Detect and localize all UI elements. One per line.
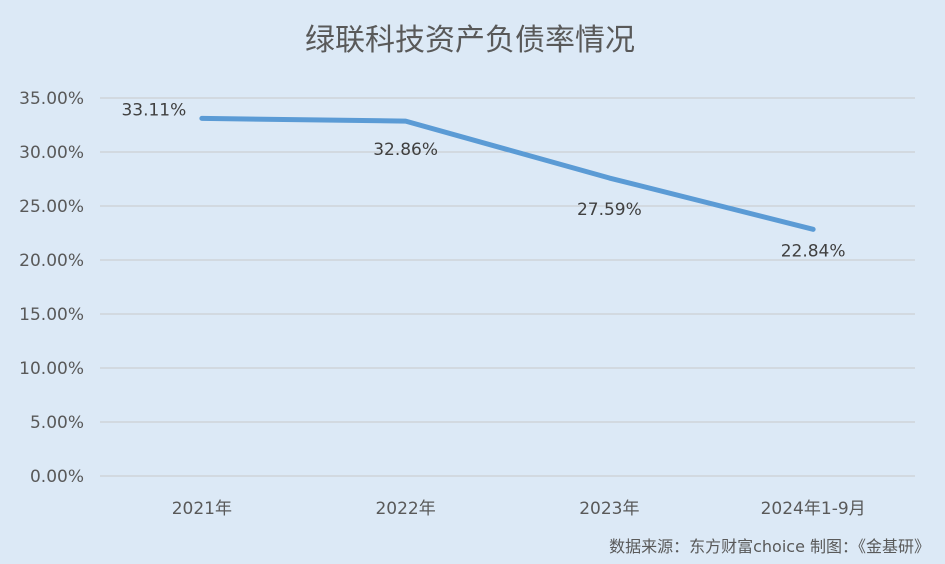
data-label: 33.11% (121, 100, 186, 120)
y-tick-label: 5.00% (30, 413, 84, 433)
y-tick-label: 35.00% (19, 89, 84, 109)
data-label: 22.84% (781, 241, 846, 261)
x-tick-label: 2022年 (375, 499, 435, 519)
y-tick-label: 20.00% (19, 251, 84, 271)
chart-title: 绿联科技资产负债率情况 (305, 23, 635, 58)
gridlines (100, 97, 915, 477)
data-label: 32.86% (373, 140, 438, 160)
series-line (199, 115, 816, 232)
x-tick-label: 2021年 (172, 499, 232, 519)
y-tick-label: 15.00% (19, 305, 84, 325)
y-tick-label: 0.00% (30, 467, 84, 487)
y-axis-tick-labels: 0.00% 5.00% 10.00% 15.00% 20.00% 25.00% 30.00%… (19, 89, 84, 487)
x-tick-label: 2024年1-9月 (761, 499, 866, 519)
source-note: 数据来源：东方财富choice 制图：《金基研》 (609, 537, 930, 556)
data-labels: 33.11% 32.86% 27.59% 22.84% (121, 100, 845, 261)
series-line-path (199, 115, 816, 232)
y-tick-label: 10.00% (19, 359, 84, 379)
y-tick-label: 25.00% (19, 197, 84, 217)
x-tick-label: 2023年 (579, 499, 639, 519)
y-tick-label: 30.00% (19, 143, 84, 163)
x-axis-tick-labels: 2021年 2022年 2023年 2024年1-9月 (172, 499, 866, 519)
data-label: 27.59% (577, 200, 642, 220)
